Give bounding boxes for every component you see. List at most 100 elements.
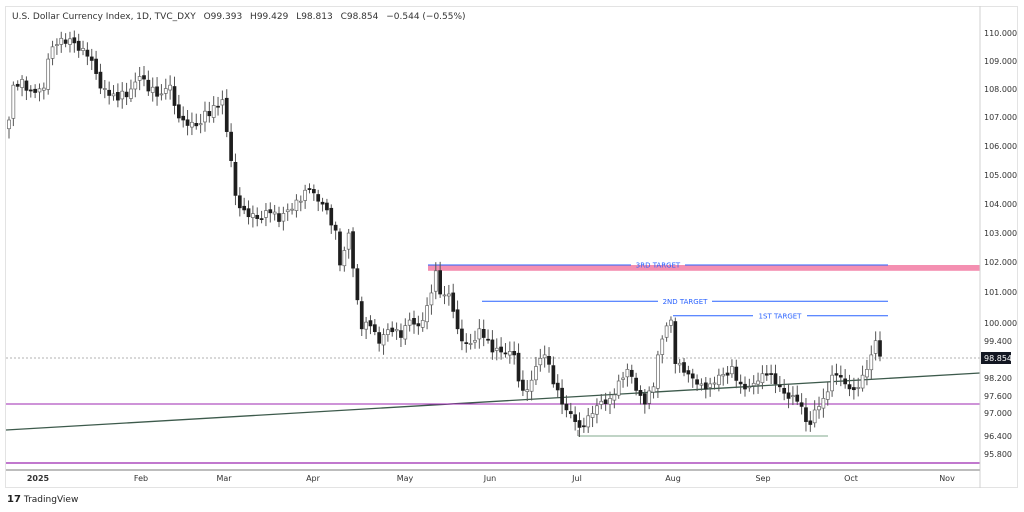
candle-bearish <box>329 207 334 226</box>
candle-bearish <box>259 218 264 220</box>
candle-bearish <box>786 392 791 399</box>
candle-bullish <box>730 366 734 375</box>
candle-bearish <box>725 372 730 376</box>
candle-bearish <box>63 39 68 44</box>
candle-bullish <box>159 93 164 96</box>
candle-bearish <box>85 49 90 57</box>
price-axis[interactable]: 110.000 109.000 108.000 107.000 106.000 105.0… <box>981 29 1017 459</box>
candle-bullish <box>612 394 617 401</box>
candle-bearish <box>512 350 517 356</box>
tradingview-logo-mark-icon: 𝟭𝟳 <box>7 494 21 505</box>
candle-bullish <box>756 380 760 385</box>
candle-bullish <box>50 46 55 59</box>
candle-bullish <box>507 351 512 356</box>
candle-bearish <box>107 89 112 96</box>
candle-bullish <box>621 377 625 380</box>
last-price-badge <box>981 352 1011 364</box>
candle-bearish <box>582 425 586 428</box>
candle-bearish <box>603 399 608 404</box>
candle-bullish <box>403 325 408 340</box>
candle-bearish <box>172 86 177 106</box>
candle-bearish <box>72 37 77 44</box>
candle-bullish <box>712 382 717 385</box>
time-tick: May <box>397 474 414 483</box>
candle-bullish <box>251 213 255 218</box>
candle-bullish <box>830 374 834 392</box>
candle-bullish <box>656 354 660 389</box>
price-tick: 99.400 <box>984 337 1012 346</box>
candle-bullish <box>873 340 878 354</box>
tradingview-logo[interactable]: 𝟭𝟳 TradingView <box>7 494 78 505</box>
candle-bearish <box>560 387 564 405</box>
candle-bullish <box>342 250 347 267</box>
candle-bullish <box>272 211 277 215</box>
candle-bullish <box>168 84 172 91</box>
candle-bullish <box>20 79 24 88</box>
candle-bearish <box>229 131 233 161</box>
change-value: −0.544 (−0.55%) <box>386 12 466 22</box>
candle-bullish <box>137 76 142 81</box>
candle-bearish <box>28 89 33 92</box>
candle-bullish <box>625 369 630 378</box>
candle-bearish <box>124 91 129 98</box>
candle-bullish <box>220 99 225 106</box>
candle-bullish <box>198 123 203 126</box>
time-tick: Nov <box>939 474 955 483</box>
high-value: H99.429 <box>250 12 289 22</box>
candle-bearish <box>176 104 181 119</box>
candle-bullish <box>616 380 621 396</box>
candle-bearish <box>246 208 251 218</box>
candle-bearish <box>795 394 800 402</box>
candle-bearish <box>233 161 238 196</box>
candle-bearish <box>638 390 643 396</box>
candle-bearish <box>455 309 460 330</box>
price-tick: 110.000 <box>984 29 1017 38</box>
open-value: O99.393 <box>203 12 243 22</box>
candle-bullish <box>856 387 861 389</box>
price-tick: 105.000 <box>984 171 1017 180</box>
price-tick: 106.000 <box>984 142 1017 151</box>
candle-bearish <box>573 414 578 422</box>
candle-bearish <box>142 75 146 80</box>
price-tick: 104.000 <box>984 200 1017 209</box>
candle-bearish <box>769 373 773 375</box>
time-axis[interactable]: 2025 Feb Mar Apr May Jun Jul Aug Sep Oct Nov <box>27 474 955 483</box>
candle-bullish <box>477 328 482 340</box>
candle-bearish <box>490 339 495 353</box>
candle-bearish <box>76 40 81 51</box>
time-tick: Jun <box>483 474 497 483</box>
candle-bearish <box>852 387 856 391</box>
close-value: C98.854 <box>340 12 379 22</box>
candle-bearish <box>843 378 848 385</box>
candle-bullish <box>386 329 390 335</box>
candle-bearish <box>207 111 212 117</box>
candle-bullish <box>281 213 286 222</box>
candle-bullish <box>294 199 299 211</box>
candle-bearish <box>15 83 20 87</box>
candle-bullish <box>55 44 59 46</box>
price-tick: 100.000 <box>984 319 1017 328</box>
candle-bearish <box>377 332 382 344</box>
candle-bearish <box>764 373 769 376</box>
time-tick: Sep <box>755 474 770 483</box>
candle-bullish <box>825 391 830 400</box>
price-tick: 107.000 <box>984 113 1017 122</box>
candle-bullish <box>68 38 72 45</box>
candle-bearish <box>399 330 403 338</box>
candle-bullish <box>590 413 595 418</box>
symbol-title[interactable]: U.S. Dollar Currency Index, 1D, TVC_DXY <box>12 12 196 22</box>
candle-bearish <box>799 402 804 407</box>
target-label: 1ST TARGET <box>759 312 803 320</box>
drawing-layer: 3RD TARGET 2ND TARGET 1ST TARGET <box>5 262 981 464</box>
candle-bullish <box>534 366 538 381</box>
candle-bullish <box>651 386 656 393</box>
time-tick: Aug <box>665 474 681 483</box>
target-label: 2ND TARGET <box>663 298 709 306</box>
candle-bearish <box>808 420 813 425</box>
candle-bullish <box>129 88 133 99</box>
last-price-label: 98.854 <box>984 354 1012 363</box>
candle-bullish <box>429 292 434 306</box>
candle-bullish <box>41 87 46 91</box>
candle-bearish <box>325 202 329 211</box>
